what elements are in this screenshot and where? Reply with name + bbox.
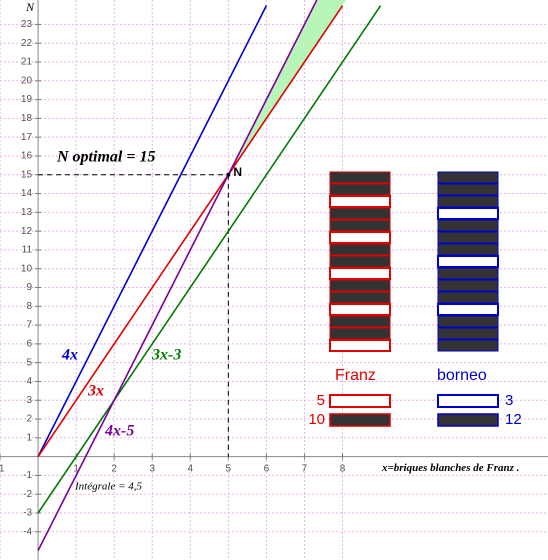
white-brick (329, 339, 391, 352)
black-brick (329, 255, 391, 268)
line-label: 3x (87, 383, 104, 400)
black-brick (329, 315, 391, 328)
y-tick-label: 9 (26, 282, 32, 293)
black-brick (437, 171, 499, 184)
stack-name: Franz (335, 367, 376, 384)
x-tick-label: 8 (340, 463, 346, 474)
black-brick (329, 183, 391, 196)
y-tick-label: 6 (26, 339, 32, 350)
black-brick (437, 231, 499, 244)
y-tick-label: 14 (21, 188, 33, 199)
black-brick (437, 267, 499, 280)
white-brick (437, 303, 499, 316)
legend-black (329, 413, 391, 427)
black-count: 12 (505, 411, 522, 428)
white-brick (329, 231, 391, 244)
y-tick-label: 11 (22, 245, 33, 256)
black-brick (437, 183, 499, 196)
white-brick (437, 255, 499, 268)
legend-white (437, 394, 499, 408)
x-axis-label: x=briques blanches de Franz . (381, 462, 519, 474)
x-tick-label: 4 (187, 463, 193, 474)
black-brick (437, 291, 499, 304)
white-count: 5 (317, 392, 325, 409)
line (37, 0, 318, 551)
black-brick (437, 219, 499, 232)
line-label: 4x (61, 347, 78, 364)
white-brick (329, 267, 391, 280)
legend-black (437, 413, 499, 427)
y-tick-label: 7 (26, 320, 32, 331)
white-brick (329, 303, 391, 316)
line-label: 3x-3 (151, 347, 181, 364)
y-tick-label: 10 (21, 263, 33, 274)
point (226, 172, 231, 177)
y-tick-label: 23 (21, 19, 33, 30)
y-tick-label: 5 (26, 357, 32, 368)
y-tick-label: 20 (21, 75, 33, 86)
y-tick-label: -2 (23, 489, 32, 500)
point-caption: N optimal = 15 (56, 149, 155, 166)
y-axis-label: N (25, 0, 35, 14)
x-tick-label: 7 (302, 463, 308, 474)
y-tick-label: -3 (23, 508, 32, 519)
y-tick-label: 1 (26, 432, 32, 443)
y-tick-label: 18 (21, 113, 33, 124)
y-tick-label: 19 (21, 94, 33, 105)
y-tick-label: 2 (26, 414, 32, 425)
line (37, 5, 344, 458)
black-brick (329, 327, 391, 340)
y-tick-label: 16 (21, 151, 33, 162)
white-brick (329, 195, 391, 208)
black-brick (437, 327, 499, 340)
y-tick-label: 17 (21, 132, 33, 143)
y-tick-label: 8 (26, 301, 32, 312)
black-brick (437, 339, 499, 352)
x-tick-label: 2 (111, 463, 117, 474)
point-label: N (233, 165, 242, 179)
x-tick-label: 1 (73, 463, 79, 474)
black-brick (329, 219, 391, 232)
y-tick-label: 22 (21, 38, 33, 49)
x-tick-label: -1 (0, 463, 5, 474)
y-tick-label: 12 (21, 226, 33, 237)
black-brick (437, 315, 499, 328)
black-brick (437, 279, 499, 292)
x-tick-label: 6 (264, 463, 270, 474)
black-brick (329, 243, 391, 256)
y-tick-label: -4 (23, 526, 32, 537)
y-tick-label: 15 (21, 169, 33, 180)
x-tick-label: 3 (149, 463, 155, 474)
black-count: 10 (308, 411, 325, 428)
y-tick-label: 13 (21, 207, 33, 218)
y-tick-label: 21 (21, 57, 33, 68)
y-tick-label: -1 (23, 470, 32, 481)
line (37, 5, 268, 458)
black-brick (437, 195, 499, 208)
legend-white (329, 394, 391, 408)
white-count: 3 (505, 392, 513, 409)
black-brick (329, 171, 391, 184)
stack-name: borneo (437, 367, 487, 384)
black-brick (329, 291, 391, 304)
white-brick (437, 207, 499, 220)
black-brick (437, 243, 499, 256)
y-tick-label: 4 (26, 376, 32, 387)
x-tick-label: 5 (226, 463, 232, 474)
y-tick-label: 3 (26, 395, 32, 406)
black-brick (329, 207, 391, 220)
black-brick (329, 279, 391, 292)
line-label: 4x-5 (104, 423, 134, 440)
integral-label: Intégrale = 4,5 (74, 481, 142, 493)
line (37, 5, 382, 514)
